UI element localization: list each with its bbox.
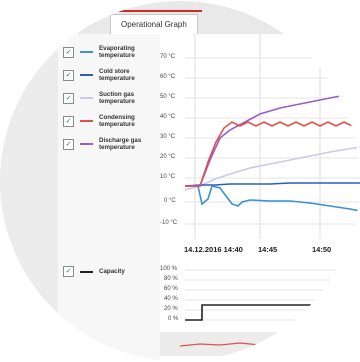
legend-label: Cold store temperature <box>99 68 135 82</box>
capacity-chart <box>185 269 360 321</box>
y-tick-label: 0 °C <box>164 198 176 204</box>
y-tick-label: 40 % <box>164 296 178 302</box>
series-capacity <box>185 304 360 321</box>
y-tick-label: 0 % <box>168 316 179 322</box>
legend-item-cold-store[interactable]: ✓ Cold store temperature <box>63 68 151 82</box>
chart-area: 70 °C 60 °C 50 °C 40 °C 30 °C 20 °C 10 °… <box>160 34 360 361</box>
legend-item-capacity[interactable]: ✓ Capacity <box>63 266 151 277</box>
side-panel <box>0 34 58 361</box>
legend-label: Discharge gas temperature <box>99 137 142 151</box>
temperature-chart <box>160 34 360 356</box>
y-tick-label: 80 % <box>164 276 178 282</box>
series-swatch <box>80 143 93 145</box>
legend-label: Condensing temperature <box>99 114 135 128</box>
legend-item-discharge[interactable]: ✓ Discharge gas temperature <box>63 137 151 151</box>
checkbox[interactable]: ✓ <box>63 92 74 104</box>
legend-label: Evaporating temperature <box>99 45 135 59</box>
series-condensing <box>185 121 360 187</box>
series-cold-store <box>184 182 360 187</box>
y-tick-label: 30 °C <box>160 134 176 140</box>
y-tick-label: 10 °C <box>160 174 176 180</box>
legend-label: Capacity <box>99 268 125 275</box>
series-evaporating <box>185 185 360 212</box>
series-swatch <box>80 74 93 76</box>
y-tick-label: 70 °C <box>160 54 176 60</box>
x-tick-label: 14:50 <box>312 245 332 254</box>
series-swatch <box>80 97 93 99</box>
tab-bar: Operational Graph <box>0 1 360 35</box>
y-tick-label: -10 °C <box>160 220 178 226</box>
legend-item-condensing[interactable]: ✓ Condensing temperature <box>63 114 151 128</box>
y-tick-label: 20 % <box>164 306 178 312</box>
active-tab-indicator <box>112 10 202 12</box>
checkbox[interactable]: ✓ <box>63 138 74 150</box>
series-suction-gas <box>184 146 360 191</box>
timeline-overview[interactable] <box>160 332 360 356</box>
tab-operational-graph[interactable]: Operational Graph <box>110 14 198 35</box>
checkbox[interactable]: ✓ <box>63 46 74 58</box>
y-tick-label: 50 °C <box>160 94 176 100</box>
series-swatch <box>80 51 93 53</box>
y-tick-label: 20 °C <box>160 154 176 160</box>
series-swatch <box>80 270 93 273</box>
checkbox[interactable]: ✓ <box>63 69 74 81</box>
legend-item-evaporating[interactable]: ✓ Evaporating temperature <box>63 45 151 59</box>
checkbox[interactable]: ✓ <box>63 266 74 277</box>
x-tick-label: 14:45 <box>258 245 278 254</box>
legend-item-suction[interactable]: ✓ Suction gas temperature <box>63 91 151 105</box>
legend-label: Suction gas temperature <box>99 91 135 105</box>
checkbox[interactable]: ✓ <box>63 115 74 127</box>
series-discharge <box>185 93 360 187</box>
series-swatch <box>80 120 93 122</box>
y-tick-label: 60 % <box>164 286 178 292</box>
x-tick-label: 14.12.2016 14:40 <box>184 245 243 254</box>
y-tick-label: 40 °C <box>160 114 176 120</box>
y-tick-label: 100 % <box>160 266 178 272</box>
y-tick-label: 60 °C <box>160 74 176 80</box>
